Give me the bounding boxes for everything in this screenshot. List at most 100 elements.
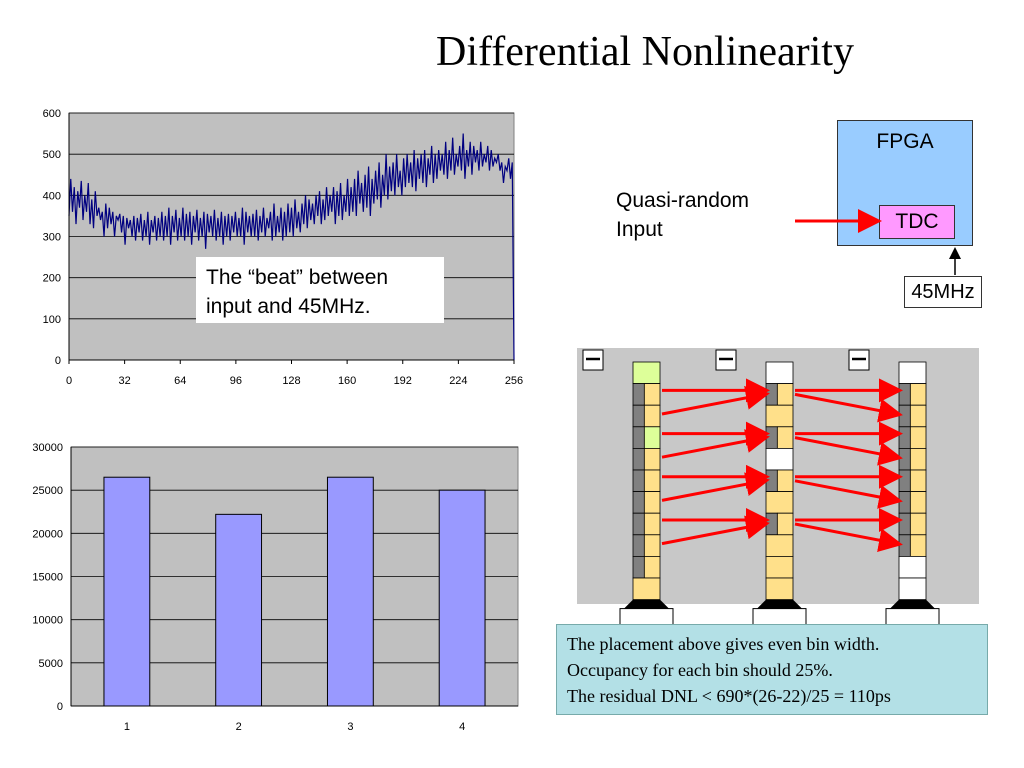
beat-annotation-line-1: The “beat” between [206, 266, 389, 289]
delay-cell-right [643, 534, 661, 557]
line-y-tick-label: 500 [43, 149, 61, 161]
explanation-note: The placement above gives even bin width… [556, 624, 988, 715]
bar-x-tick-label: 4 [459, 721, 465, 733]
line-y-tick-label: 600 [43, 108, 61, 120]
bar-x-tick-label: 2 [236, 721, 242, 733]
delay-cell-right [909, 534, 927, 557]
delay-cell-left [632, 491, 645, 514]
delay-cell-right [909, 469, 927, 493]
chain-base-connector [756, 599, 803, 610]
timing-arrow [661, 472, 770, 502]
delay-cell-left [898, 512, 911, 536]
delay-cell-right [643, 556, 661, 579]
bar-x-tick-label: 1 [124, 721, 130, 733]
delay-cell [898, 577, 927, 601]
bar-plot-area [70, 446, 519, 707]
delay-cell [898, 556, 927, 579]
timing-arrow-back [661, 480, 765, 501]
line-x-tick-label: 96 [230, 375, 242, 387]
line-y-tick-label: 100 [43, 314, 61, 326]
minus-icon [715, 349, 737, 371]
delay-cell-right [643, 512, 661, 536]
line-x-tick-label: 0 [66, 375, 72, 387]
line-x-tick-label: 64 [174, 375, 186, 387]
delay-cell [765, 534, 794, 557]
delay-cell-left [898, 447, 911, 471]
bar [326, 476, 374, 707]
line-y-tick-labels: 0 100 200 300 400 500 600 [43, 108, 61, 367]
placement-panel [577, 348, 979, 604]
timing-arrow [661, 515, 770, 546]
delay-cell-right [643, 469, 661, 493]
delay-cell-left [632, 512, 645, 536]
delay-cell-left [765, 512, 778, 536]
delay-cell-left [632, 534, 645, 557]
bar [103, 476, 151, 707]
delay-cell-right [909, 404, 927, 428]
input-label-line-1: Quasi-random [616, 189, 750, 212]
beat-annotation: The “beat” between input and 45MHz. [196, 257, 444, 323]
bar-y-tick-label: 10000 [32, 615, 63, 627]
bar [438, 489, 486, 707]
fpga-label: FPGA [876, 130, 934, 153]
delay-cell-right [909, 447, 927, 471]
delay-cell [765, 556, 794, 579]
timing-arrow [794, 436, 903, 466]
delay-cell-right [643, 426, 661, 449]
clock-45mhz-box: 45MHz [904, 276, 982, 308]
timing-arrow [661, 386, 770, 416]
bar-y-tick-label: 5000 [39, 658, 63, 670]
delay-cell [632, 577, 661, 601]
page-title: Differential Nonlinearity [436, 29, 854, 75]
bar-x-tick-label: 3 [347, 721, 353, 733]
delay-cell-left [632, 447, 645, 471]
delay-cell-right [909, 426, 927, 449]
line-x-tick-label: 32 [119, 375, 131, 387]
bar [215, 513, 263, 707]
delay-cell-left [632, 469, 645, 493]
timing-arrow [794, 522, 903, 552]
delay-cell-left [765, 383, 778, 406]
delay-cell [632, 361, 661, 385]
delay-cell [765, 404, 794, 428]
delay-cell-right [909, 383, 927, 406]
delay-cell-left [632, 426, 645, 449]
line-y-tick-label: 0 [55, 355, 61, 367]
delay-cell [765, 447, 794, 471]
timing-arrow [661, 429, 770, 459]
delay-cell [765, 491, 794, 514]
timing-arrow-back [794, 480, 898, 501]
delay-cell-left [632, 383, 645, 406]
timing-arrow-back [794, 523, 898, 544]
delay-cell-right [909, 491, 927, 514]
timing-arrow-back [661, 394, 765, 415]
bar-y-tick-label: 30000 [32, 442, 63, 454]
delay-cell-left [898, 469, 911, 493]
line-y-tick-label: 300 [43, 232, 61, 244]
line-x-tick-label: 192 [394, 375, 412, 387]
delay-cell-right [643, 383, 661, 406]
delay-cell [898, 361, 927, 385]
line-y-tick-label: 200 [43, 273, 61, 285]
delay-cell-right [643, 491, 661, 514]
delay-cell-left [765, 469, 778, 493]
delay-cell-left [632, 404, 645, 428]
line-x-tick-label: 256 [505, 375, 523, 387]
bar-series [103, 476, 486, 707]
line-x-tick-label: 224 [449, 375, 467, 387]
delay-cell [765, 577, 794, 601]
explanation-line-3: The residual DNL < 690*(26-22)/25 = 110p… [567, 686, 891, 706]
tdc-block: TDC [879, 205, 955, 239]
bar-y-tick-label: 15000 [32, 572, 63, 584]
delay-cell-left [898, 491, 911, 514]
timing-arrow-back [794, 394, 898, 415]
chain-base-connector [889, 599, 936, 610]
timing-arrow [794, 479, 903, 509]
bar-y-tick-label: 25000 [32, 485, 63, 497]
delay-cell-left [898, 534, 911, 557]
line-x-tick-label: 128 [282, 375, 300, 387]
delay-cell-right [776, 383, 794, 406]
line-x-tick-label: 160 [338, 375, 356, 387]
bar-y-tick-labels: 0 5000 10000 15000 20000 25000 30000 [32, 442, 63, 713]
line-y-tick-label: 400 [43, 190, 61, 202]
